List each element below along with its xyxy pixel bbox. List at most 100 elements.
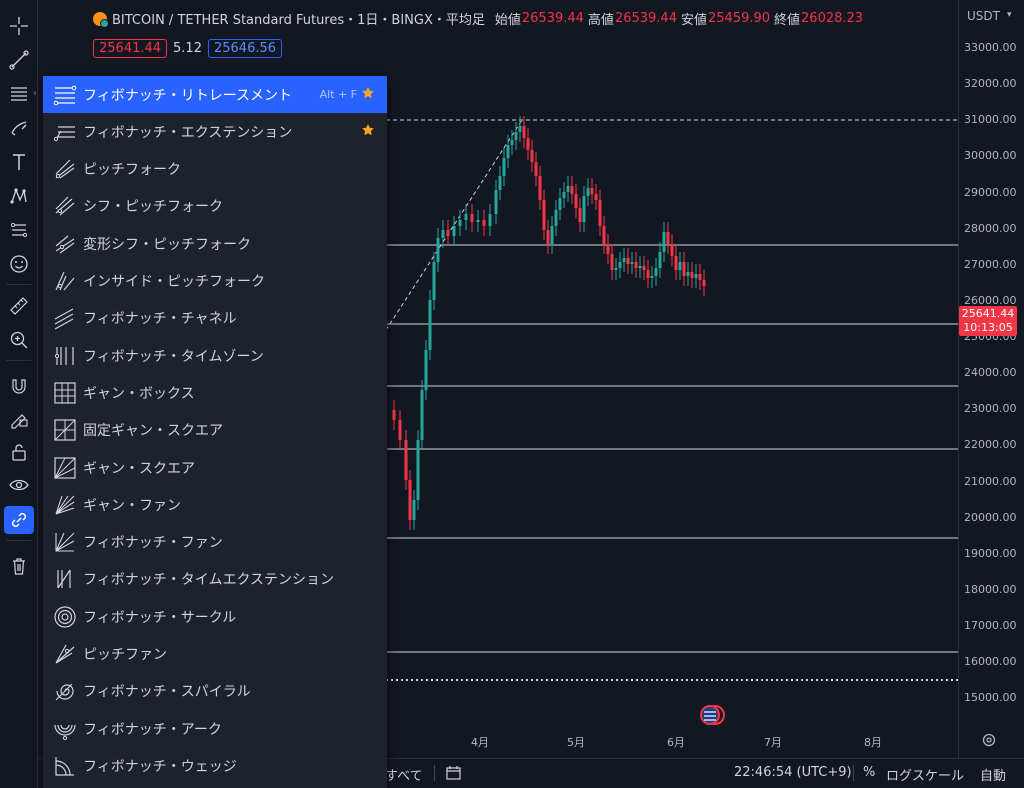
- time-axis-label: 8月: [864, 736, 882, 749]
- schiff-pitchfork-icon: [51, 192, 79, 220]
- link-icon[interactable]: [4, 506, 34, 534]
- price-tick: 21000.00: [964, 474, 1017, 488]
- menu-item-fib-arc[interactable]: フィボナッチ・アーク: [43, 710, 387, 747]
- chart-pane[interactable]: BITCOIN / TETHER Standard Futures・1日・BIN…: [38, 0, 958, 758]
- toolbar-divider: [6, 284, 32, 285]
- auto-scale-toggle[interactable]: 自動: [980, 769, 1007, 784]
- time-axis-label: 4月: [471, 736, 489, 749]
- menu-item-label: ピッチフォーク: [83, 162, 181, 179]
- menu-item-gann-square[interactable]: ギャン・スクエア: [43, 449, 387, 486]
- trash-icon[interactable]: [4, 552, 34, 580]
- price-axis[interactable]: USDT ▾ 33000.00 32000.00 31000.00 30000.00 2…: [958, 0, 1024, 758]
- menu-item-fib-circle[interactable]: フィボナッチ・サークル: [43, 598, 387, 635]
- menu-item-pitchfan[interactable]: ピッチファン: [43, 636, 387, 673]
- menu-item-label: 固定ギャン・スクエア: [83, 423, 223, 440]
- favorite-star-icon[interactable]: [361, 86, 375, 100]
- symbol-title[interactable]: BITCOIN / TETHER Standard Futures・1日・BIN…: [112, 13, 485, 28]
- menu-item-modified-schiff-pitchfork[interactable]: 変形シフ・ピッチフォーク: [43, 225, 387, 262]
- candle-body: [514, 132, 518, 140]
- text-icon[interactable]: [4, 148, 34, 176]
- menu-item-fib-wedge[interactable]: フィボナッチ・ウェッジ: [43, 747, 387, 784]
- candle-body: [698, 274, 702, 280]
- candle-body: [392, 410, 396, 420]
- menu-item-fixed-gann-square[interactable]: 固定ギャン・スクエア: [43, 412, 387, 449]
- candle-body: [582, 196, 586, 222]
- menu-item-label: フィボナッチ・スパイラル: [83, 684, 251, 701]
- emoji-icon[interactable]: [4, 250, 34, 278]
- menu-item-fib-time-extension[interactable]: フィボナッチ・タイムエクステンション: [43, 561, 387, 598]
- gann-square-icon: [51, 454, 79, 482]
- favorite-star-icon[interactable]: [361, 123, 375, 137]
- crosshair-icon[interactable]: [4, 12, 34, 40]
- candle-body: [654, 268, 658, 276]
- fib-tools-icon[interactable]: [4, 80, 34, 108]
- buy-button[interactable]: 25646.56: [207, 39, 283, 58]
- candle-body: [412, 500, 416, 520]
- trend-line-icon[interactable]: [4, 46, 34, 74]
- last-price-label: 25641.44 10:13:05: [959, 306, 1017, 336]
- chevron-down-icon[interactable]: ▾: [1007, 10, 1012, 20]
- zoom-icon[interactable]: [4, 326, 34, 354]
- brush-icon[interactable]: [4, 114, 34, 142]
- settings-gear-icon[interactable]: [981, 732, 997, 748]
- menu-item-label: ピッチファン: [83, 647, 167, 663]
- candle-body: [522, 126, 526, 138]
- candle-body: [510, 140, 514, 145]
- measure-icon[interactable]: [4, 216, 34, 244]
- high-value: 26539.44: [614, 11, 677, 26]
- menu-item-fib-timezone[interactable]: フィボナッチ・タイムゾーン: [43, 337, 387, 374]
- candle-body: [452, 226, 456, 236]
- menu-item-inside-pitchfork[interactable]: インサイド・ピッチフォーク: [43, 263, 387, 300]
- menu-item-gann-fan[interactable]: ギャン・ファン: [43, 486, 387, 523]
- candle-body: [642, 266, 646, 270]
- chevron-left-icon[interactable]: ‹: [33, 88, 37, 99]
- percent-toggle[interactable]: %: [863, 765, 876, 780]
- menu-item-fib-spiral[interactable]: フィボナッチ・スパイラル: [43, 673, 387, 710]
- menu-item-fib-fan[interactable]: フィボナッチ・ファン: [43, 524, 387, 561]
- candle-body: [606, 244, 610, 254]
- fib-timezone-icon: [51, 342, 79, 370]
- us-flag-event-icon[interactable]: [700, 705, 720, 725]
- candle-body: [662, 232, 666, 252]
- candle-body: [398, 420, 402, 440]
- lock-icon[interactable]: [4, 438, 34, 466]
- candle-body: [408, 480, 412, 520]
- menu-item-fib-extension[interactable]: フィボナッチ・エクステンション: [43, 113, 387, 150]
- price-tick: 17000.00: [964, 619, 1017, 632]
- eye-icon[interactable]: [4, 471, 34, 499]
- toolbar-divider: [6, 360, 32, 361]
- chart-legend[interactable]: BITCOIN / TETHER Standard Futures・1日・BIN…: [93, 9, 863, 28]
- menu-item-fib-channel[interactable]: フィボナッチ・チャネル: [43, 300, 387, 337]
- currency-selector[interactable]: USDT: [967, 9, 1000, 23]
- candle-body: [518, 126, 522, 132]
- pattern-icon[interactable]: [4, 182, 34, 210]
- menu-item-fib-retracement[interactable]: フィボナッチ・リトレースメント Alt + F: [43, 76, 387, 113]
- fib-channel-icon: [51, 304, 79, 332]
- menu-item-schiff-pitchfork[interactable]: シフ・ピッチフォーク: [43, 188, 387, 225]
- menu-item-gann-box[interactable]: ギャン・ボックス: [43, 374, 387, 411]
- clock-timezone[interactable]: 22:46:54 (UTC+9): [734, 765, 852, 780]
- magnet-icon[interactable]: [4, 372, 34, 400]
- menu-item-pitchfork[interactable]: ピッチフォーク: [43, 151, 387, 188]
- range-all-button[interactable]: すべて: [385, 769, 423, 784]
- lock-drawing-icon[interactable]: [4, 405, 34, 433]
- candle-body: [646, 270, 650, 278]
- ruler-icon[interactable]: [4, 292, 34, 320]
- candle-body: [594, 194, 598, 200]
- gann-box-icon: [51, 379, 79, 407]
- fixed-gann-square-icon: [51, 416, 79, 444]
- fib-tools-menu: フィボナッチ・リトレースメント Alt + F フィボナッチ・エクステンションピッチ…: [43, 76, 387, 788]
- event-markers[interactable]: [700, 705, 725, 725]
- price-chart[interactable]: [38, 0, 958, 758]
- open-label: 始値: [494, 13, 521, 28]
- time-axis-label: 5月: [567, 736, 585, 749]
- menu-item-label: フィボナッチ・ファン: [83, 535, 223, 552]
- shortcut-hint: Alt + F: [319, 88, 357, 101]
- date-range-icon[interactable]: [444, 763, 464, 787]
- menu-item-label: フィボナッチ・ウェッジ: [83, 758, 237, 775]
- candle-body: [546, 230, 550, 244]
- sell-button[interactable]: 25641.44: [93, 39, 168, 58]
- price-tick: 24000.00: [964, 366, 1017, 380]
- log-scale-toggle[interactable]: ログスケール: [886, 769, 965, 784]
